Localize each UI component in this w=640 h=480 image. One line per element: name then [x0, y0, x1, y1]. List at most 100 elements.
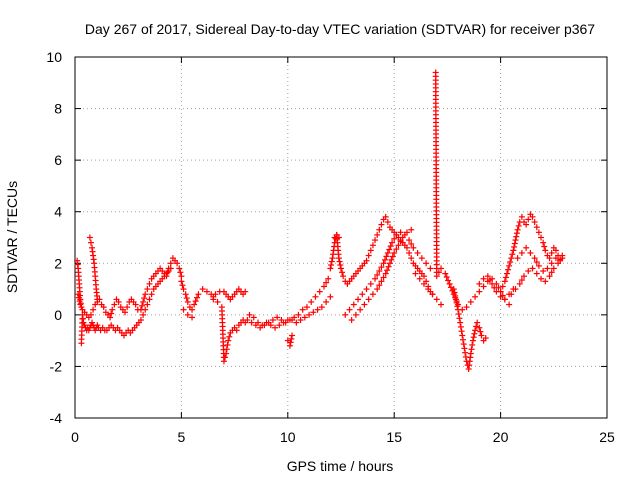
data-point — [389, 239, 396, 246]
data-point — [195, 291, 202, 298]
data-point — [501, 278, 508, 285]
data-point — [94, 296, 101, 303]
data-point — [272, 324, 279, 331]
x-tick-label: 10 — [280, 429, 296, 445]
data-point — [369, 242, 376, 249]
data-point — [452, 292, 459, 299]
data-point — [406, 237, 413, 244]
data-point — [357, 306, 364, 313]
data-point — [540, 268, 547, 275]
data-point — [274, 314, 281, 321]
data-point — [338, 265, 344, 272]
data-point — [100, 304, 107, 311]
data-point — [276, 322, 283, 329]
data-point — [503, 270, 510, 277]
data-point — [259, 322, 266, 329]
data-point — [323, 298, 330, 305]
data-point — [388, 256, 395, 263]
data-point — [210, 296, 217, 303]
data-point — [336, 258, 343, 265]
data-point — [443, 274, 450, 281]
data-point — [505, 266, 512, 273]
data-point — [226, 333, 233, 340]
data-point — [456, 315, 463, 322]
data-point — [460, 341, 467, 348]
data-point — [214, 298, 221, 305]
data-point — [531, 219, 538, 226]
data-point — [474, 319, 481, 326]
data-point — [287, 339, 294, 346]
data-point — [164, 269, 171, 276]
data-point — [408, 255, 415, 262]
data-point — [180, 306, 187, 313]
data-point — [335, 255, 342, 262]
data-point — [269, 317, 276, 324]
data-point — [467, 350, 474, 357]
data-point — [380, 260, 387, 267]
data-point — [325, 275, 332, 282]
data-point — [452, 296, 459, 303]
data-point — [301, 314, 308, 321]
data-point — [220, 358, 227, 365]
data-point — [242, 288, 249, 295]
data-point — [393, 246, 400, 253]
data-point — [223, 346, 230, 353]
data-point — [374, 271, 381, 278]
data-point — [140, 311, 147, 318]
data-point — [255, 319, 262, 326]
data-point — [381, 256, 388, 263]
data-point — [445, 277, 452, 284]
data-point — [471, 330, 478, 337]
data-point — [412, 270, 419, 277]
data-point — [250, 314, 257, 321]
data-point — [418, 255, 425, 262]
data-point — [303, 304, 310, 311]
data-point — [542, 278, 549, 285]
data-point — [144, 301, 151, 308]
data-point — [467, 298, 474, 305]
data-point — [383, 253, 390, 260]
data-point — [107, 314, 114, 321]
data-point — [476, 324, 483, 331]
data-point — [457, 323, 464, 330]
data-point — [167, 260, 174, 267]
y-tick-label: 4 — [54, 204, 62, 220]
data-point — [559, 252, 566, 259]
data-point — [142, 291, 149, 298]
data-point — [378, 221, 385, 228]
data-point — [521, 273, 528, 280]
data-point — [288, 335, 295, 342]
data-point — [76, 298, 83, 305]
data-point — [87, 239, 94, 246]
data-point — [109, 306, 116, 313]
data-point — [139, 302, 146, 309]
data-point — [369, 291, 376, 298]
data-point — [506, 262, 513, 269]
data-point — [416, 275, 423, 282]
data-point — [458, 328, 465, 335]
data-point — [455, 306, 462, 313]
data-point — [489, 280, 496, 287]
data-point — [350, 301, 357, 308]
data-point — [108, 310, 115, 317]
y-axis-label: SDTVAR / TECUs — [4, 181, 20, 293]
data-point — [337, 262, 344, 269]
data-point — [339, 269, 346, 276]
data-point — [510, 247, 517, 254]
data-point — [124, 304, 131, 311]
data-point — [472, 327, 479, 334]
data-point — [548, 260, 555, 267]
data-point — [233, 327, 240, 334]
data-point — [372, 237, 379, 244]
data-point — [308, 298, 315, 305]
data-point — [293, 319, 300, 326]
data-point — [453, 299, 460, 306]
data-point — [525, 216, 532, 223]
x-tick-label: 15 — [386, 429, 402, 445]
data-point — [518, 277, 525, 284]
data-point — [393, 231, 400, 238]
x-axis-label: GPS time / hours — [287, 458, 394, 474]
data-point — [111, 301, 118, 308]
data-point — [533, 224, 540, 231]
